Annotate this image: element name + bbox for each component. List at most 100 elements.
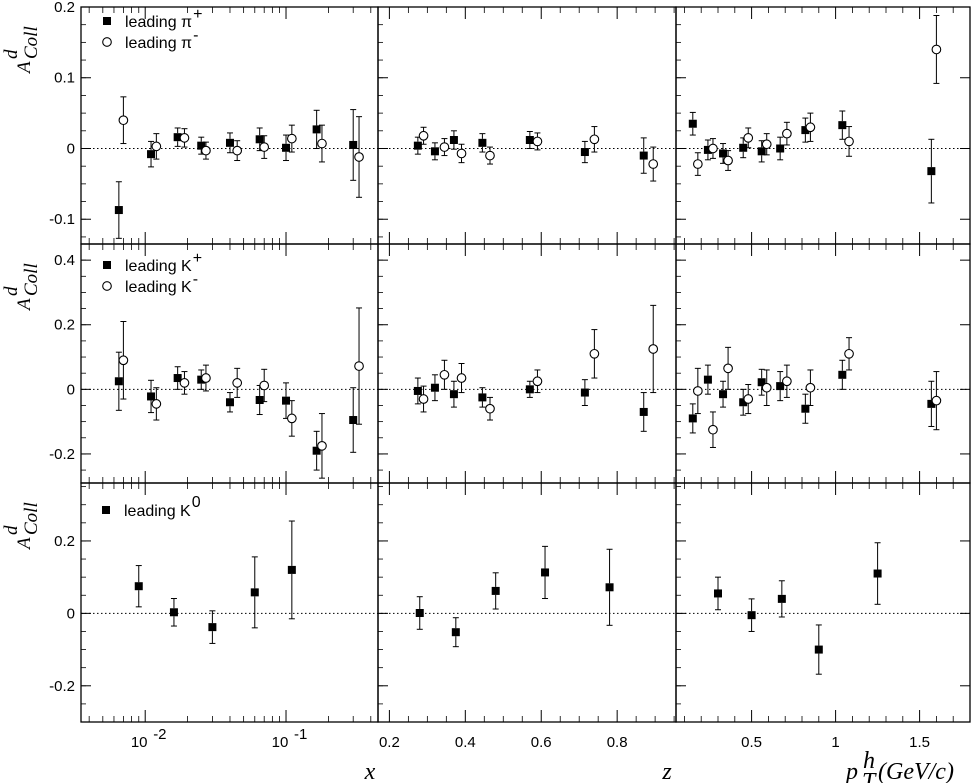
marker-filled-square bbox=[173, 374, 182, 383]
legend-label-superscript: - bbox=[193, 271, 198, 288]
data-point bbox=[688, 403, 697, 434]
data-point bbox=[114, 181, 123, 239]
marker-open-circle bbox=[692, 386, 703, 396]
data-point bbox=[286, 124, 297, 153]
x-axis-label-z: z bbox=[661, 759, 672, 783]
data-point bbox=[931, 14, 942, 84]
marker-filled-square bbox=[197, 375, 206, 384]
data-point bbox=[456, 143, 467, 164]
axis-ticks bbox=[81, 6, 970, 723]
data-point bbox=[708, 138, 718, 159]
marker-filled-square bbox=[413, 141, 422, 150]
marker-filled-square bbox=[349, 140, 358, 149]
marker-filled-square bbox=[147, 392, 156, 401]
marker-filled-square bbox=[719, 149, 728, 158]
marker-filled-square bbox=[927, 399, 936, 408]
y-axis-label-sub: Coll bbox=[21, 502, 42, 535]
data-point bbox=[259, 368, 270, 403]
panel-frame-r2-c1 bbox=[377, 482, 677, 723]
marker-filled-square bbox=[449, 390, 458, 399]
data-point bbox=[805, 369, 816, 406]
legend-label: leading π bbox=[125, 14, 192, 31]
panel-frame-r1-c1 bbox=[377, 243, 677, 484]
data-point bbox=[777, 580, 786, 618]
legend-entry-row0-1: leading π- bbox=[102, 27, 198, 52]
legend-label-superscript: 0 bbox=[192, 494, 201, 511]
data-point bbox=[232, 140, 243, 162]
panel-frame-r0-c2 bbox=[675, 6, 971, 245]
data-point bbox=[873, 542, 882, 605]
marker-filled-square bbox=[688, 119, 697, 128]
marker-open-circle bbox=[232, 378, 243, 388]
marker-filled-square bbox=[777, 594, 786, 603]
data-point bbox=[430, 142, 439, 161]
y-axis-label-sub: Coll bbox=[21, 263, 42, 296]
y-axis-label-main: A bbox=[14, 298, 35, 312]
data-point bbox=[782, 121, 792, 146]
data-point bbox=[354, 116, 364, 198]
y-axis-label-sub: Coll bbox=[21, 26, 42, 59]
legend-entry-row0-0: leading π + bbox=[103, 6, 202, 31]
data-point bbox=[449, 380, 458, 408]
data-point bbox=[723, 150, 733, 171]
data-point bbox=[418, 126, 429, 145]
marker-filled-square bbox=[776, 144, 785, 153]
marker-open-circle bbox=[723, 155, 733, 166]
data-point bbox=[814, 624, 823, 675]
legend-label: leading K bbox=[125, 279, 192, 296]
marker-open-circle bbox=[743, 394, 754, 404]
marker-open-circle bbox=[151, 399, 162, 409]
data-point bbox=[259, 135, 270, 159]
data-point bbox=[743, 127, 754, 149]
marker-filled-square bbox=[413, 386, 422, 395]
data-point bbox=[147, 379, 156, 414]
data-point bbox=[532, 132, 543, 151]
legend-entry-row1-0: leading K + bbox=[103, 250, 202, 275]
x-axis-label-pt-sub: T bbox=[862, 769, 877, 783]
data-point bbox=[201, 364, 211, 392]
marker-open-circle bbox=[723, 363, 733, 374]
marker-filled-square bbox=[451, 628, 460, 637]
marker-open-circle bbox=[201, 145, 211, 156]
data-point bbox=[844, 337, 854, 371]
marker-filled-square bbox=[703, 145, 712, 154]
x-tick-label: 0.4 bbox=[455, 734, 476, 751]
data-point bbox=[179, 128, 190, 148]
y-tick-label: 0.4 bbox=[54, 252, 75, 269]
marker-filled-square bbox=[757, 378, 766, 387]
marker-filled-square bbox=[114, 377, 123, 386]
data-point bbox=[703, 139, 712, 161]
marker-filled-square bbox=[927, 167, 936, 176]
y-tick-label: -0.2 bbox=[49, 446, 75, 463]
zero-reference-lines bbox=[81, 147, 970, 614]
legends: leading π +leading π -leading K + leading K-… bbox=[102, 6, 202, 520]
data-point bbox=[282, 382, 291, 419]
marker-filled-square bbox=[197, 141, 206, 150]
data-point bbox=[541, 545, 550, 600]
legend-marker-filled-square bbox=[103, 261, 111, 269]
legend-entry-row2-0: leading K0 bbox=[102, 494, 201, 520]
marker-filled-square bbox=[478, 393, 487, 402]
marker-filled-square bbox=[449, 136, 458, 145]
marker-open-circle bbox=[931, 395, 942, 406]
marker-filled-square bbox=[282, 396, 291, 405]
data-point bbox=[418, 385, 429, 413]
marker-filled-square bbox=[430, 383, 439, 392]
legend-marker-open-circle bbox=[102, 37, 112, 47]
data-point bbox=[286, 400, 297, 437]
data-point bbox=[927, 138, 936, 204]
x-tick-label: 10 bbox=[272, 734, 289, 751]
legend-marker-open-circle bbox=[102, 281, 112, 291]
marker-open-circle bbox=[485, 150, 495, 161]
y-axis-label-main: A bbox=[14, 61, 35, 75]
marker-filled-square bbox=[757, 147, 766, 156]
x-axis-label-x: x bbox=[364, 759, 376, 783]
marker-filled-square bbox=[605, 583, 614, 592]
data-point bbox=[225, 392, 234, 413]
data-point bbox=[580, 140, 589, 164]
y-tick-label: 0.2 bbox=[54, 0, 75, 16]
marker-open-circle bbox=[743, 133, 754, 143]
y-axis-label-sup: d bbox=[1, 49, 22, 59]
data-point bbox=[757, 368, 766, 396]
